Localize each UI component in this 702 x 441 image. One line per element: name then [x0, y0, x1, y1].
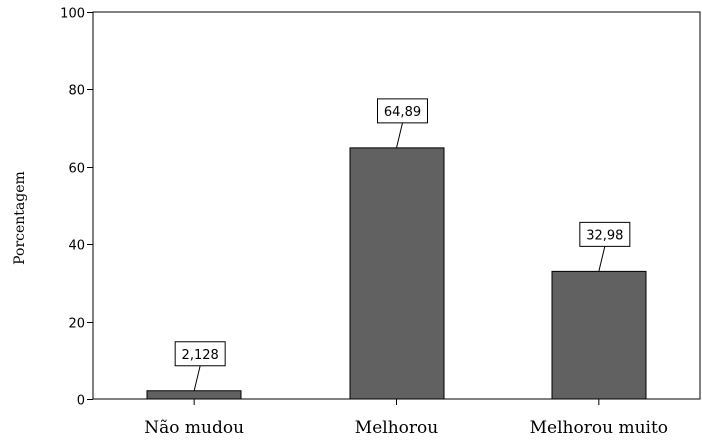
data-label: 64,89: [384, 105, 421, 120]
x-category-label: Melhorou muito: [530, 418, 668, 438]
y-tick-label: 80: [68, 84, 85, 99]
data-label-leader: [396, 122, 403, 148]
y-tick-label: 100: [60, 7, 85, 22]
data-label-box: [174, 341, 226, 367]
data-label-box: [579, 221, 631, 247]
y-tick-label: 0: [77, 394, 85, 409]
bar: [551, 270, 647, 400]
bar: [349, 147, 445, 400]
data-label: 2,128: [182, 348, 219, 363]
data-label: 32,98: [586, 228, 623, 243]
data-label-leader: [598, 246, 606, 272]
y-tick-label: 60: [68, 162, 85, 177]
data-label-box: [377, 98, 428, 124]
x-category-label: Não mudou: [144, 418, 244, 438]
x-category-label: Melhorou: [355, 418, 438, 438]
y-axis-label: Porcentagem: [12, 171, 28, 265]
y-tick-label: 40: [68, 239, 85, 254]
y-tick-label: 20: [68, 317, 85, 332]
plot-frame: [92, 11, 701, 400]
bar: [146, 390, 242, 400]
data-label-leader: [193, 365, 201, 391]
